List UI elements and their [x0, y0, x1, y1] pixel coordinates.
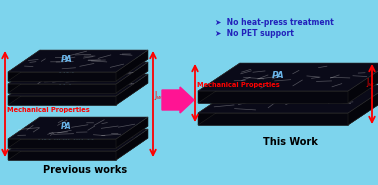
Polygon shape: [8, 62, 40, 93]
Polygon shape: [198, 91, 348, 103]
Polygon shape: [8, 129, 148, 151]
Polygon shape: [116, 62, 148, 93]
Polygon shape: [8, 117, 148, 139]
Text: PA: PA: [272, 71, 285, 80]
Polygon shape: [8, 59, 148, 81]
Polygon shape: [8, 83, 148, 105]
Text: Previous works: Previous works: [43, 165, 127, 175]
Polygon shape: [8, 74, 148, 96]
Polygon shape: [8, 84, 116, 93]
Polygon shape: [8, 96, 116, 105]
Polygon shape: [8, 72, 116, 81]
Polygon shape: [198, 63, 378, 91]
Text: Mechanical Properties: Mechanical Properties: [197, 82, 280, 88]
Polygon shape: [116, 129, 148, 160]
Polygon shape: [198, 97, 378, 125]
Polygon shape: [116, 50, 148, 81]
Polygon shape: [198, 63, 240, 103]
Text: ➤  No PET support: ➤ No PET support: [215, 28, 294, 38]
FancyArrow shape: [162, 87, 194, 113]
Polygon shape: [8, 138, 148, 160]
Text: ENs No heat-press: ENs No heat-press: [242, 95, 314, 101]
Polygon shape: [8, 151, 116, 160]
Text: Mechanical Properties: Mechanical Properties: [7, 107, 90, 113]
Polygon shape: [116, 74, 148, 105]
Text: ENs: ENs: [59, 67, 75, 76]
Polygon shape: [348, 63, 378, 103]
Polygon shape: [8, 50, 148, 72]
Text: J$_w$: J$_w$: [154, 88, 163, 102]
Text: ENs-heat-press: ENs-heat-press: [38, 136, 95, 142]
Text: J$_w$: J$_w$: [366, 75, 375, 88]
Polygon shape: [198, 113, 348, 125]
Polygon shape: [8, 126, 148, 148]
Text: ➤  No heat-press treatment: ➤ No heat-press treatment: [215, 18, 334, 26]
Text: PET: PET: [59, 81, 74, 87]
Polygon shape: [116, 117, 148, 148]
Text: PA: PA: [61, 55, 73, 64]
Polygon shape: [198, 75, 378, 103]
Polygon shape: [198, 85, 240, 125]
Polygon shape: [348, 85, 378, 125]
Polygon shape: [198, 85, 378, 113]
Text: PA: PA: [61, 122, 72, 131]
Polygon shape: [8, 139, 116, 148]
Polygon shape: [8, 71, 148, 93]
Polygon shape: [8, 50, 40, 81]
Polygon shape: [8, 129, 40, 160]
Text: This Work: This Work: [263, 137, 318, 147]
Polygon shape: [8, 62, 148, 84]
Polygon shape: [8, 117, 40, 148]
Polygon shape: [8, 74, 40, 105]
